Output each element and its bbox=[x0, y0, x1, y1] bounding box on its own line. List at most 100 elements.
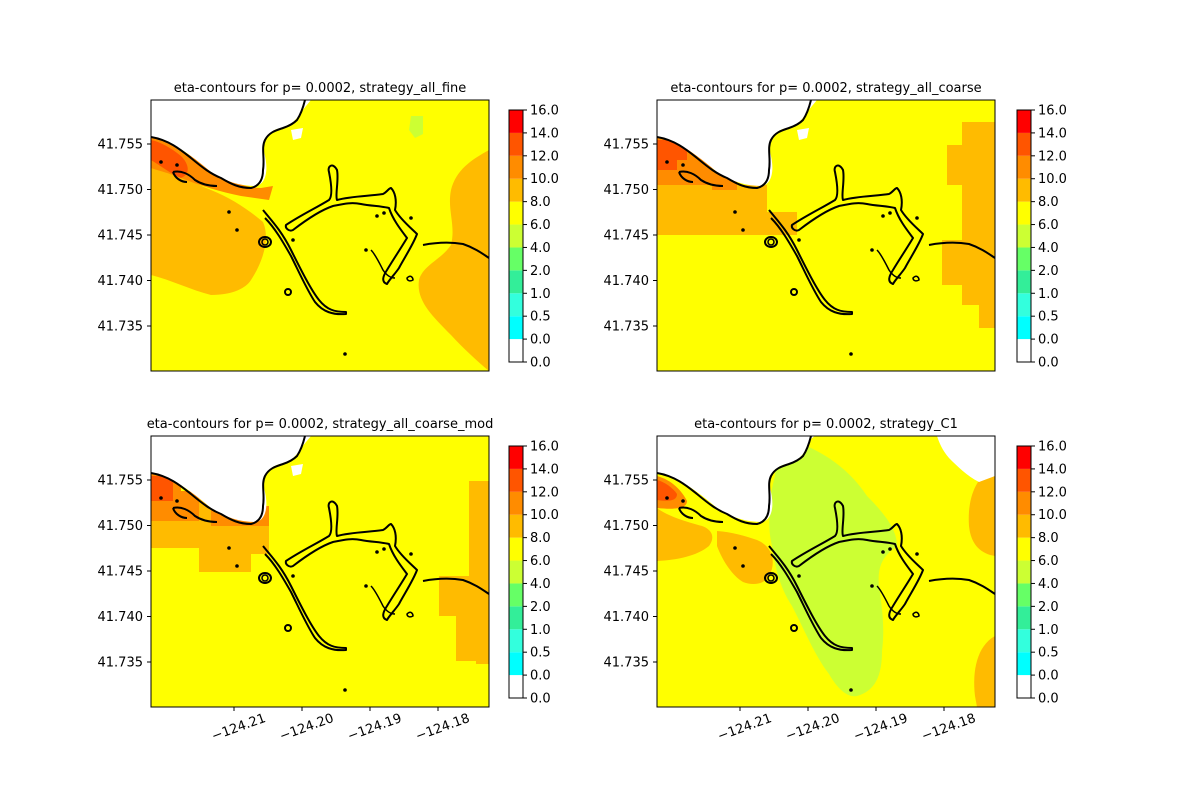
y-tick-label: 41.740 bbox=[604, 610, 650, 625]
shoreline bbox=[284, 500, 418, 621]
colorbar-band bbox=[509, 270, 523, 294]
panel-title: eta-contours for p= 0.0002, strategy_C1 bbox=[694, 417, 958, 432]
y-tick-label: 41.745 bbox=[604, 229, 650, 244]
shoreline-dot bbox=[343, 688, 347, 692]
land-region bbox=[657, 436, 817, 522]
colorbar-band bbox=[509, 132, 523, 156]
colorbar-band bbox=[1017, 583, 1031, 607]
shoreline-dot bbox=[409, 216, 413, 220]
shoreline bbox=[151, 436, 306, 525]
shoreline bbox=[284, 164, 418, 285]
map-area bbox=[151, 100, 489, 371]
contour-region bbox=[409, 116, 423, 138]
contour-region bbox=[937, 436, 995, 482]
colorbar-band bbox=[1017, 247, 1031, 271]
shoreline-dot bbox=[849, 688, 853, 692]
panel-title: eta-contours for p= 0.0002, strategy_all… bbox=[147, 417, 494, 432]
colorbar-tick-label: 16.0 bbox=[530, 440, 559, 455]
colorbar-tick-label: 4.0 bbox=[1038, 241, 1059, 256]
colorbar-tick-label: 1.0 bbox=[530, 287, 551, 302]
colorbar-band bbox=[1017, 110, 1031, 133]
x-tick-label: −124.20 bbox=[278, 711, 336, 744]
colorbar-band bbox=[1017, 606, 1031, 630]
colorbar: 0.0 0.0 0.5 1.0 2.0 4.0 6.0 8.0 10.0 12.0 14.0 16.0 bbox=[1016, 440, 1067, 707]
colorbar-tick-label: 0.0 bbox=[1038, 692, 1059, 707]
shoreline-dot bbox=[382, 547, 386, 551]
colorbar-tick-label: 2.0 bbox=[1038, 264, 1059, 279]
shoreline bbox=[764, 572, 778, 584]
colorbar-tick-label: 16.0 bbox=[1038, 440, 1067, 455]
shoreline bbox=[912, 275, 920, 282]
shoreline-dot bbox=[870, 248, 874, 252]
colorbar-tick-label: 12.0 bbox=[1038, 149, 1067, 164]
land-region bbox=[151, 100, 311, 186]
colorbar-tick-label: 2.0 bbox=[530, 600, 551, 615]
colorbar-tick-label: 0.0 bbox=[530, 333, 551, 348]
colorbar-band bbox=[509, 629, 523, 653]
shoreline bbox=[657, 100, 812, 189]
shoreline-dot bbox=[175, 163, 179, 167]
shoreline bbox=[261, 238, 269, 246]
colorbar-tick-label: 10.0 bbox=[530, 172, 559, 187]
colorbar-band bbox=[509, 201, 523, 225]
y-tick-label: 41.735 bbox=[98, 656, 144, 671]
shoreline bbox=[172, 170, 218, 187]
y-tick-label: 41.755 bbox=[98, 474, 144, 489]
shoreline-dot bbox=[881, 550, 885, 554]
shoreline-dot bbox=[915, 216, 919, 220]
map-panel: eta-contours for p= 0.0002, strategy_C1 4… bbox=[604, 417, 996, 744]
land-region bbox=[797, 100, 817, 140]
colorbar-tick-label: 10.0 bbox=[1038, 508, 1067, 523]
shoreline-dot bbox=[291, 574, 295, 578]
map-panel: eta-contours for p= 0.0002, strategy_all… bbox=[98, 417, 494, 744]
colorbar: 0.0 0.0 0.5 1.0 2.0 4.0 6.0 8.0 10.0 12.0 14.0 16.0 bbox=[1016, 104, 1067, 371]
colorbar-tick-label: 14.0 bbox=[530, 126, 559, 141]
colorbar-band bbox=[1017, 155, 1031, 179]
colorbar-tick-label: 12.0 bbox=[530, 149, 559, 164]
colorbar-band bbox=[509, 583, 523, 607]
colorbar-band bbox=[1017, 560, 1031, 584]
colorbar-tick-label: 8.0 bbox=[1038, 531, 1059, 546]
shoreline-dot bbox=[849, 352, 853, 356]
y-tick-label: 41.745 bbox=[98, 565, 144, 580]
contour-region bbox=[418, 150, 489, 371]
shoreline bbox=[768, 209, 853, 316]
colorbar-tick-label: 1.0 bbox=[1038, 623, 1059, 638]
map-area bbox=[657, 100, 995, 371]
map-panel: eta-contours for p= 0.0002, strategy_all… bbox=[98, 81, 490, 372]
land-region bbox=[291, 100, 311, 140]
shoreline bbox=[767, 238, 775, 246]
colorbar-tick-label: 16.0 bbox=[530, 104, 559, 119]
colorbar-band bbox=[509, 178, 523, 202]
shoreline bbox=[928, 241, 995, 259]
y-tick-label: 41.735 bbox=[604, 656, 650, 671]
colorbar-band bbox=[1017, 316, 1031, 340]
colorbar-tick-label: 4.0 bbox=[530, 241, 551, 256]
shoreline bbox=[790, 164, 924, 285]
y-tick-label: 41.755 bbox=[98, 138, 144, 153]
contour-region bbox=[151, 140, 188, 178]
shoreline-dot bbox=[175, 499, 179, 503]
colorbar-tick-label: 10.0 bbox=[530, 508, 559, 523]
colorbar-band bbox=[509, 339, 523, 362]
colorbar-frame bbox=[508, 109, 524, 363]
panel-title: eta-contours for p= 0.0002, strategy_all… bbox=[670, 81, 981, 96]
shoreline-dot bbox=[733, 546, 737, 550]
shoreline-dot bbox=[159, 496, 163, 500]
colorbar-tick-label: 0.5 bbox=[530, 646, 551, 661]
shoreline bbox=[876, 249, 902, 279]
shoreline bbox=[876, 585, 902, 615]
shoreline bbox=[370, 249, 396, 279]
colorbar: 0.0 0.0 0.5 1.0 2.0 4.0 6.0 8.0 10.0 12.0 14.0 16.0 bbox=[508, 104, 559, 371]
contour-region bbox=[151, 137, 273, 200]
colorbar-tick-label: 12.0 bbox=[530, 485, 559, 500]
colorbar-tick-label: 0.0 bbox=[530, 692, 551, 707]
colorbar-band bbox=[509, 537, 523, 561]
colorbar-tick-label: 0.0 bbox=[530, 356, 551, 371]
colorbar-tick-label: 14.0 bbox=[1038, 462, 1067, 477]
colorbar-tick-label: 14.0 bbox=[530, 462, 559, 477]
shoreline-dot bbox=[733, 210, 737, 214]
y-tick-label: 41.735 bbox=[98, 320, 144, 335]
shoreline bbox=[261, 574, 269, 582]
shoreline-dot bbox=[343, 352, 347, 356]
